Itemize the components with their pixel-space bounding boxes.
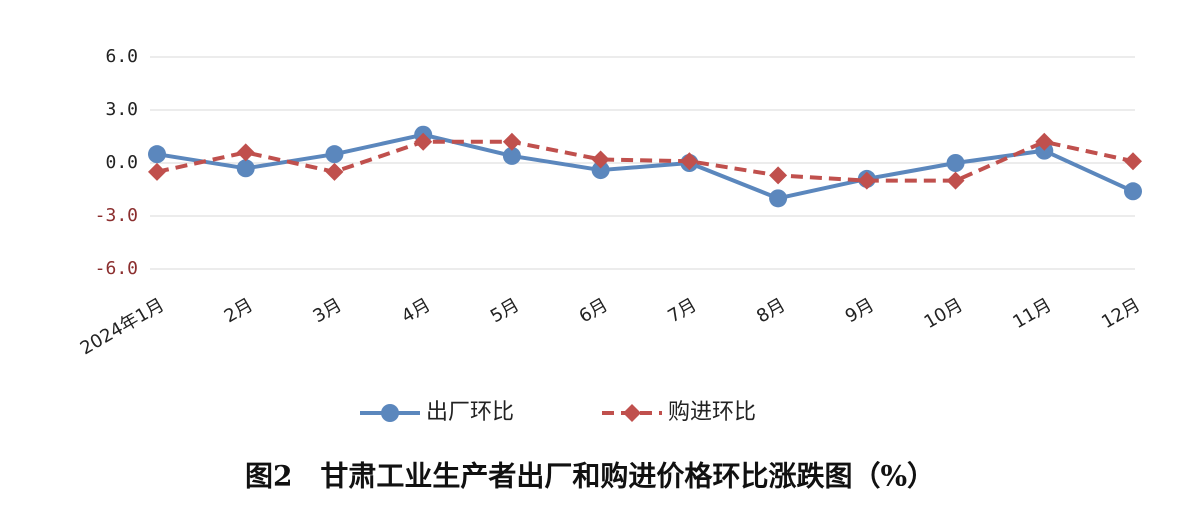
point — [1035, 132, 1054, 151]
series-line — [156, 132, 1134, 201]
point — [236, 159, 255, 178]
y-tick-label: 0.0 — [105, 152, 138, 173]
point — [769, 166, 788, 185]
legend-label: 购进环比 — [668, 400, 756, 425]
x-tick-label: 12月 — [1098, 294, 1144, 333]
legend-label: 出厂环比 — [426, 400, 514, 425]
point — [1124, 182, 1142, 201]
point — [325, 162, 344, 181]
point — [680, 152, 699, 171]
y-tick-label: -3.0 — [95, 205, 138, 226]
point — [591, 161, 610, 180]
point — [946, 154, 965, 172]
y-tick-label: -6.0 — [95, 258, 138, 279]
point — [1124, 152, 1142, 171]
legend-marker — [623, 404, 641, 422]
point — [502, 132, 521, 151]
point — [591, 150, 610, 169]
x-tick-label: 11月 — [1009, 294, 1055, 333]
x-tick-label: 2月 — [221, 294, 257, 327]
legend-marker — [381, 404, 399, 422]
point — [148, 162, 166, 181]
chart-title: 图2 甘肃工业生产者出厂和购进价格环比涨跌图（%） — [245, 460, 935, 493]
x-tick-label: 3月 — [309, 294, 345, 327]
point — [148, 145, 166, 164]
point — [414, 132, 433, 151]
point — [236, 143, 255, 162]
point — [769, 189, 788, 208]
point — [857, 171, 876, 190]
x-tick-label: 5月 — [487, 294, 523, 327]
x-tick-label: 4月 — [398, 294, 434, 327]
y-tick-label: 3.0 — [105, 99, 138, 120]
x-tick-label: 10月 — [921, 294, 967, 333]
x-tick-label: 8月 — [753, 294, 789, 327]
x-tick-label: 7月 — [664, 294, 700, 327]
point — [946, 171, 965, 190]
point — [325, 145, 344, 164]
series-line — [156, 139, 1134, 183]
x-tick-label: 9月 — [842, 294, 878, 327]
x-tick-label: 2024年1月 — [77, 294, 168, 359]
y-tick-label: 6.0 — [105, 46, 138, 67]
x-tick-label: 6月 — [576, 294, 612, 327]
point — [502, 146, 521, 165]
